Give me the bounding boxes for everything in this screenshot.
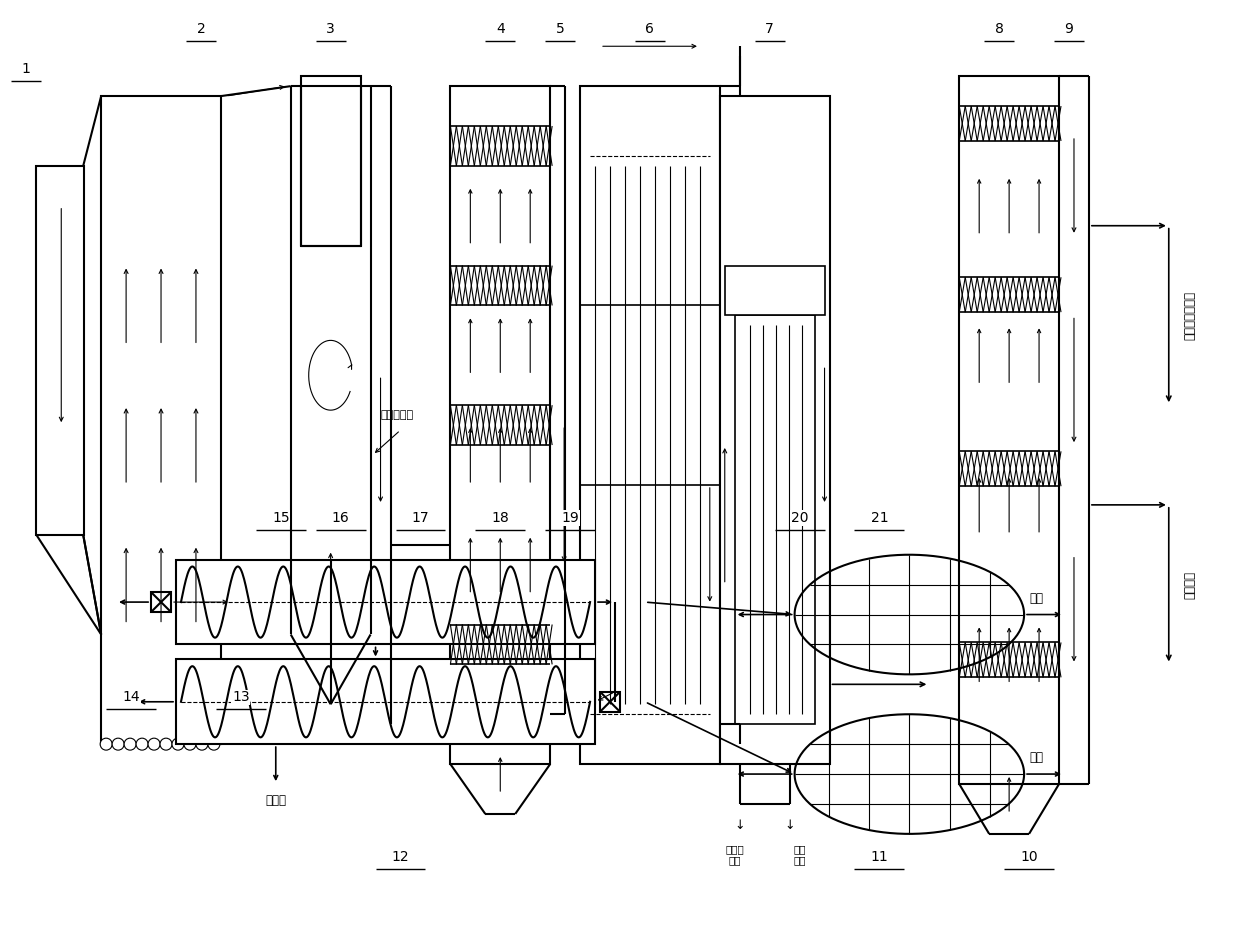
Text: 3: 3 bbox=[326, 22, 335, 36]
Circle shape bbox=[100, 738, 112, 750]
Text: 芳烃
燃料: 芳烃 燃料 bbox=[794, 844, 806, 866]
Text: 9: 9 bbox=[1065, 22, 1074, 36]
Text: ↓: ↓ bbox=[785, 819, 795, 832]
Bar bbox=[450, 86, 551, 764]
Text: 掺氮炭: 掺氮炭 bbox=[265, 794, 286, 807]
Circle shape bbox=[136, 738, 148, 750]
Text: ↓: ↓ bbox=[734, 819, 745, 832]
Text: 7: 7 bbox=[765, 22, 774, 36]
Text: 12: 12 bbox=[392, 850, 409, 864]
Text: 17: 17 bbox=[412, 511, 429, 524]
Text: 21: 21 bbox=[870, 511, 888, 524]
Circle shape bbox=[112, 738, 124, 750]
Text: 1: 1 bbox=[22, 62, 31, 76]
Bar bbox=[36, 166, 84, 535]
Circle shape bbox=[196, 738, 208, 750]
Bar bbox=[176, 560, 595, 645]
Text: 8: 8 bbox=[994, 22, 1003, 36]
Bar bbox=[719, 96, 830, 764]
Circle shape bbox=[208, 738, 219, 750]
Circle shape bbox=[148, 738, 160, 750]
Circle shape bbox=[184, 738, 196, 750]
Text: 6: 6 bbox=[646, 22, 655, 36]
Bar bbox=[176, 660, 595, 744]
Text: 15: 15 bbox=[272, 511, 290, 524]
Circle shape bbox=[160, 738, 172, 750]
Text: 发电供热: 发电供热 bbox=[1184, 571, 1197, 598]
Text: 酚类化
学品: 酚类化 学品 bbox=[725, 844, 744, 866]
Text: 13: 13 bbox=[232, 690, 249, 704]
Text: 11: 11 bbox=[870, 850, 888, 864]
Bar bbox=[600, 692, 620, 711]
Text: 16: 16 bbox=[332, 511, 350, 524]
Bar bbox=[580, 86, 719, 764]
Text: 4: 4 bbox=[496, 22, 505, 36]
Bar bbox=[735, 315, 815, 724]
Text: 5: 5 bbox=[556, 22, 564, 36]
Text: 18: 18 bbox=[491, 511, 510, 524]
Text: 富甲烷气体燃料: 富甲烷气体燃料 bbox=[1184, 291, 1197, 340]
Bar bbox=[102, 96, 221, 744]
Text: 氮气: 氮气 bbox=[1029, 592, 1043, 605]
Bar bbox=[151, 592, 171, 612]
Circle shape bbox=[172, 738, 184, 750]
Text: 20: 20 bbox=[791, 511, 808, 524]
Text: 氮气: 氮气 bbox=[1029, 751, 1043, 764]
Bar bbox=[960, 76, 1059, 784]
Text: 14: 14 bbox=[123, 690, 140, 704]
Text: 10: 10 bbox=[1021, 850, 1038, 864]
Text: 2: 2 bbox=[197, 22, 206, 36]
Text: 19: 19 bbox=[562, 511, 579, 524]
Circle shape bbox=[124, 738, 136, 750]
Bar bbox=[724, 265, 825, 315]
Bar bbox=[301, 76, 361, 246]
Text: 绿色活化剂: 绿色活化剂 bbox=[381, 410, 414, 420]
